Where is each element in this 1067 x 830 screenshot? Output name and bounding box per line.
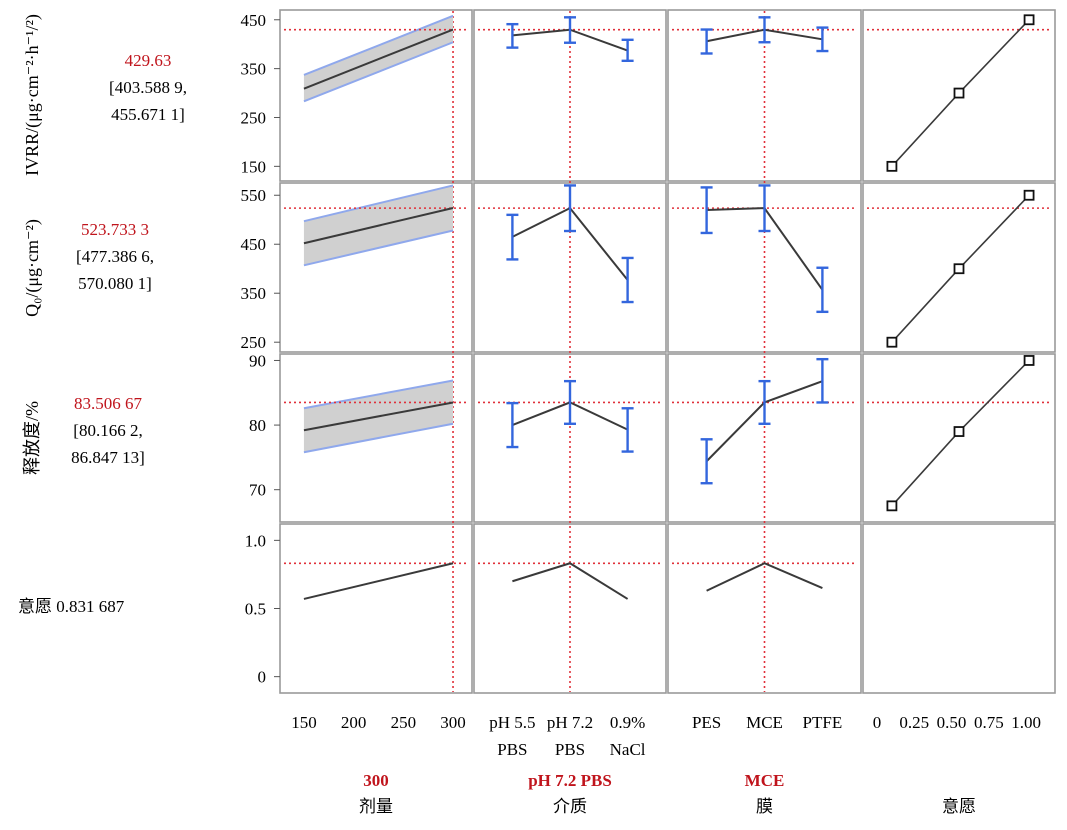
- x-level-label: PES: [692, 713, 721, 732]
- confidence-interval-lower: [403.588 9,: [109, 78, 187, 97]
- y-tick-label: 250: [241, 333, 267, 352]
- predicted-value: 83.506 67: [74, 394, 143, 413]
- x-level-label: NaCl: [610, 740, 646, 759]
- confidence-band-lower-edge: [303, 229, 454, 267]
- desirability-handle-point: [1023, 189, 1035, 201]
- y-tick-label: 0.5: [245, 600, 266, 619]
- x-tick-label-desirability: 0.50: [937, 713, 967, 732]
- y-tick-label: 70: [249, 481, 266, 500]
- confidence-interval-upper: 570.080 1]: [78, 274, 152, 293]
- x-level-label: PBS: [555, 740, 585, 759]
- level-trace-line: [706, 562, 823, 592]
- factor-name: 剂量: [359, 797, 393, 816]
- confidence-band-lower-edge: [303, 41, 454, 103]
- desirability-handle-point: [953, 263, 965, 275]
- x-level-label: pH 5.5: [489, 713, 535, 732]
- response-label: IVRR/(μg·cm⁻²·h⁻¹/²): [22, 14, 43, 176]
- dose-trace-line: [303, 207, 454, 245]
- response-label: 释放度/%: [22, 401, 42, 475]
- y-tick-label: 350: [241, 60, 267, 79]
- factor-current-value: pH 7.2 PBS: [528, 771, 612, 790]
- desirability-handle-point: [886, 160, 898, 172]
- y-tick-label: 250: [241, 108, 267, 127]
- confidence-interval-upper: 455.671 1]: [111, 105, 185, 124]
- x-level-label: 0.9%: [610, 713, 645, 732]
- x-tick-label-desirability: 0.25: [899, 713, 929, 732]
- dose-trace-line: [303, 562, 454, 600]
- y-tick-label: 350: [241, 284, 267, 303]
- confidence-band-upper-edge: [303, 14, 454, 76]
- level-trace-line: [512, 562, 629, 600]
- x-tick-label-desirability: 0: [873, 713, 882, 732]
- y-tick-label: 90: [249, 351, 266, 370]
- x-tick-label-desirability: 0.75: [974, 713, 1004, 732]
- desirability-handle-point: [1023, 355, 1035, 366]
- confidence-band-upper-edge: [303, 379, 454, 410]
- desirability-handle-point: [886, 500, 898, 512]
- x-level-label: MCE: [746, 713, 783, 732]
- confidence-interval-lower: [80.166 2,: [73, 421, 142, 440]
- confidence-interval-lower: [477.386 6,: [76, 247, 154, 266]
- panel-frame-r3-c3: [862, 523, 1056, 694]
- factor-current-value: 300: [363, 771, 389, 790]
- x-tick-label-dose: 200: [341, 713, 367, 732]
- dose-trace-line: [303, 401, 454, 432]
- confidence-band-upper-edge: [303, 184, 454, 223]
- panel-frame-r3-c0: [279, 523, 473, 694]
- y-tick-label: 450: [241, 235, 267, 254]
- dose-trace-line: [303, 28, 454, 90]
- predicted-value: 523.733 3: [81, 220, 149, 239]
- x-level-label: pH 7.2: [547, 713, 593, 732]
- panel-frame-r2-c3: [862, 353, 1056, 523]
- desirability-handle-point: [1023, 14, 1035, 26]
- desirability-handle-point: [886, 336, 898, 348]
- y-tick-label: 150: [241, 157, 267, 176]
- y-tick-label: 80: [249, 416, 266, 435]
- response-label: Q₀/(μg·cm⁻²): [22, 219, 43, 317]
- y-tick-label: 0: [258, 668, 267, 687]
- desirability-handle-point: [953, 87, 965, 99]
- predicted-value: 429.63: [125, 51, 172, 70]
- desirability-handle-point: [953, 426, 965, 437]
- y-tick-label: 550: [241, 186, 267, 205]
- y-tick-label: 450: [241, 11, 267, 30]
- x-level-label: PTFE: [803, 713, 843, 732]
- x-level-label: PBS: [497, 740, 527, 759]
- x-tick-label-dose: 250: [391, 713, 417, 732]
- factor-name: 介质: [553, 797, 587, 816]
- x-tick-label-desirability: 1.00: [1011, 713, 1041, 732]
- factor-name: 膜: [756, 797, 773, 816]
- factor-current-value: MCE: [745, 771, 785, 790]
- y-tick-label: 1.0: [245, 531, 266, 550]
- confidence-band-lower-edge: [303, 422, 454, 454]
- x-tick-label-dose: 150: [291, 713, 317, 732]
- confidence-interval-upper: 86.847 13]: [71, 448, 145, 467]
- overall-desirability-label: 意愿 0.831 687: [18, 597, 125, 616]
- factor-name: 意愿: [942, 797, 976, 816]
- x-tick-label-dose: 300: [440, 713, 466, 732]
